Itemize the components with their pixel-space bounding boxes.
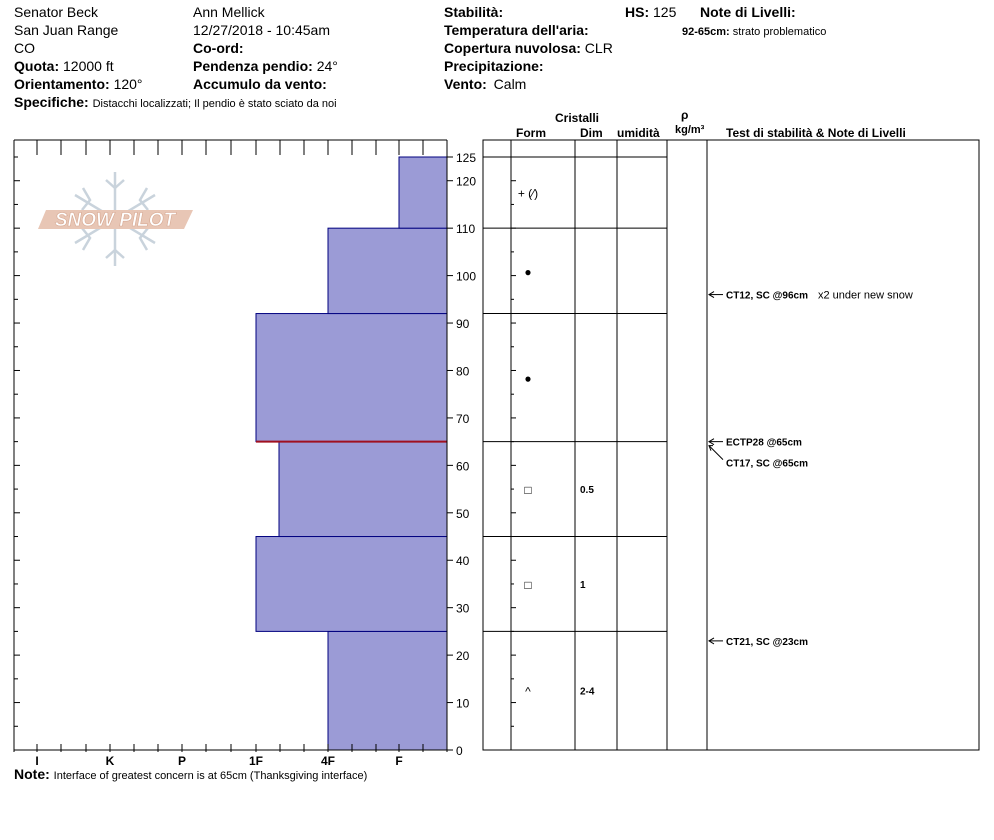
crystals-header: Cristalli (555, 111, 600, 125)
x-tick-label: F (395, 754, 402, 768)
layer-notes-label: Note di Livelli: (700, 4, 796, 20)
specifics-value: Distacchi localizzati; Il pendio è stato… (92, 98, 337, 110)
test-arrowhead (708, 291, 715, 299)
coord-label: Co-ord: (193, 40, 244, 56)
slope: Pendenza pendio: 24° (193, 58, 338, 75)
crystal-table-border (482, 139, 980, 751)
crystal-form: ^ (525, 685, 531, 699)
precip-label: Precipitazione: (444, 58, 544, 74)
y-tick-label: 40 (456, 554, 470, 568)
location: Senator Beck (14, 4, 99, 20)
wind: Vento: Calm (444, 76, 526, 93)
stability-test-label: CT17, SC @65cm (726, 459, 808, 470)
hs-label: HS: (625, 4, 650, 20)
tests-header: Test di stabilità & Note di Livelli (726, 126, 906, 140)
wind-loading-label: Accumulo da vento: (193, 76, 327, 92)
layer-note-range: 92-65cm: (682, 26, 730, 38)
hardness-bar (278, 441, 448, 538)
rho-header: ρ (681, 108, 689, 122)
logo-banner (38, 210, 193, 229)
test-arrow (708, 445, 724, 460)
aspect-value: 120° (113, 76, 143, 92)
form-header: Form (516, 126, 546, 140)
x-tick-label: P (178, 754, 186, 768)
crystal-form: ● (524, 372, 531, 386)
hardness-bar (327, 630, 448, 751)
y-tick-label: 60 (456, 459, 470, 473)
y-tick-label: 90 (456, 317, 470, 331)
stability-test-note: x2 under new snow (818, 290, 913, 302)
crystal-form: + (⁄) (518, 187, 538, 201)
y-tick-label: 50 (456, 507, 470, 521)
datetime: 12/27/2018 - 10:45am (193, 22, 330, 38)
state: CO (14, 40, 35, 56)
hardness-bar (255, 313, 448, 443)
x-tick-label: 4F (321, 754, 335, 768)
cloud-value: CLR (584, 40, 613, 56)
test-arrowhead (708, 445, 713, 451)
stability-test-label: ECTP28 @65cm (726, 438, 802, 449)
range: San Juan Range (14, 22, 119, 38)
y-tick-label: 10 (456, 697, 470, 711)
crystal-dim: 0.5 (580, 485, 594, 496)
crystal-dim: 2-4 (580, 687, 595, 698)
crystal-dim: 1 (580, 580, 586, 591)
slope-label: Pendenza pendio: (193, 58, 313, 74)
y-tick-label: 120 (456, 175, 476, 189)
layer-note: 92-65cm: strato problematico (682, 24, 826, 41)
x-tick-label: I (35, 754, 38, 768)
aspect: Orientamento: 120° (14, 76, 143, 93)
y-tick-label: 110 (456, 222, 475, 236)
x-tick-label: 1F (249, 754, 263, 768)
y-tick-label: 125 (456, 151, 476, 165)
hs-value: 125 (653, 4, 677, 20)
footer-note: Note: Interface of greatest concern is a… (14, 766, 367, 785)
y-tick-label: 80 (456, 364, 470, 378)
note-label: Note: (14, 766, 50, 782)
snow-pilot-logo: SNOW PILOT (38, 172, 193, 266)
elevation-value: 12000 ft (63, 58, 114, 74)
test-arrowhead (708, 438, 715, 446)
stability-test-label: CT21, SC @23cm (726, 637, 808, 648)
stability-test-label: CT12, SC @96cm (726, 291, 808, 302)
note-text: Interface of greatest concern is at 65cm… (53, 770, 368, 782)
cloud-label: Copertura nuvolosa: (444, 40, 581, 56)
x-tick-label: K (106, 754, 115, 768)
test-arrowhead (708, 637, 715, 645)
crystal-form: □ (524, 578, 531, 592)
y-tick-label: 30 (456, 602, 470, 616)
elevation: Quota: 12000 ft (14, 58, 114, 75)
y-tick-label: 20 (456, 649, 470, 663)
hardness-bar (327, 227, 448, 315)
moisture-header: umidità (617, 126, 660, 140)
layer-note-text: strato problematico (732, 26, 827, 38)
hs: HS: 125 (625, 4, 676, 21)
y-tick-label: 100 (456, 270, 476, 284)
hardness-bar (255, 536, 448, 632)
dim-header: Dim (580, 126, 603, 140)
wind-label: Vento: (444, 76, 487, 92)
wind-value: Calm (493, 76, 527, 92)
y-tick-label: 70 (456, 412, 470, 426)
specifics-label: Specifiche: (14, 94, 89, 110)
aspect-label: Orientamento: (14, 76, 110, 92)
crystal-form: ● (524, 265, 531, 279)
observer: Ann Mellick (193, 4, 265, 20)
air-temp-label: Temperatura dell'aria: (444, 22, 589, 38)
elevation-label: Quota: (14, 58, 60, 74)
specifics: Specifiche: Distacchi localizzati; Il pe… (14, 94, 337, 113)
crystal-form: □ (524, 483, 531, 497)
hardness-bar (398, 156, 448, 229)
stability-label: Stabilità: (444, 4, 504, 20)
slope-value: 24° (316, 58, 338, 74)
y-tick-label: 0 (456, 744, 463, 758)
density-unit-header: kg/m³ (675, 124, 705, 136)
cloud-cover: Copertura nuvolosa: CLR (444, 40, 613, 57)
logo-text: SNOW PILOT (55, 210, 177, 231)
